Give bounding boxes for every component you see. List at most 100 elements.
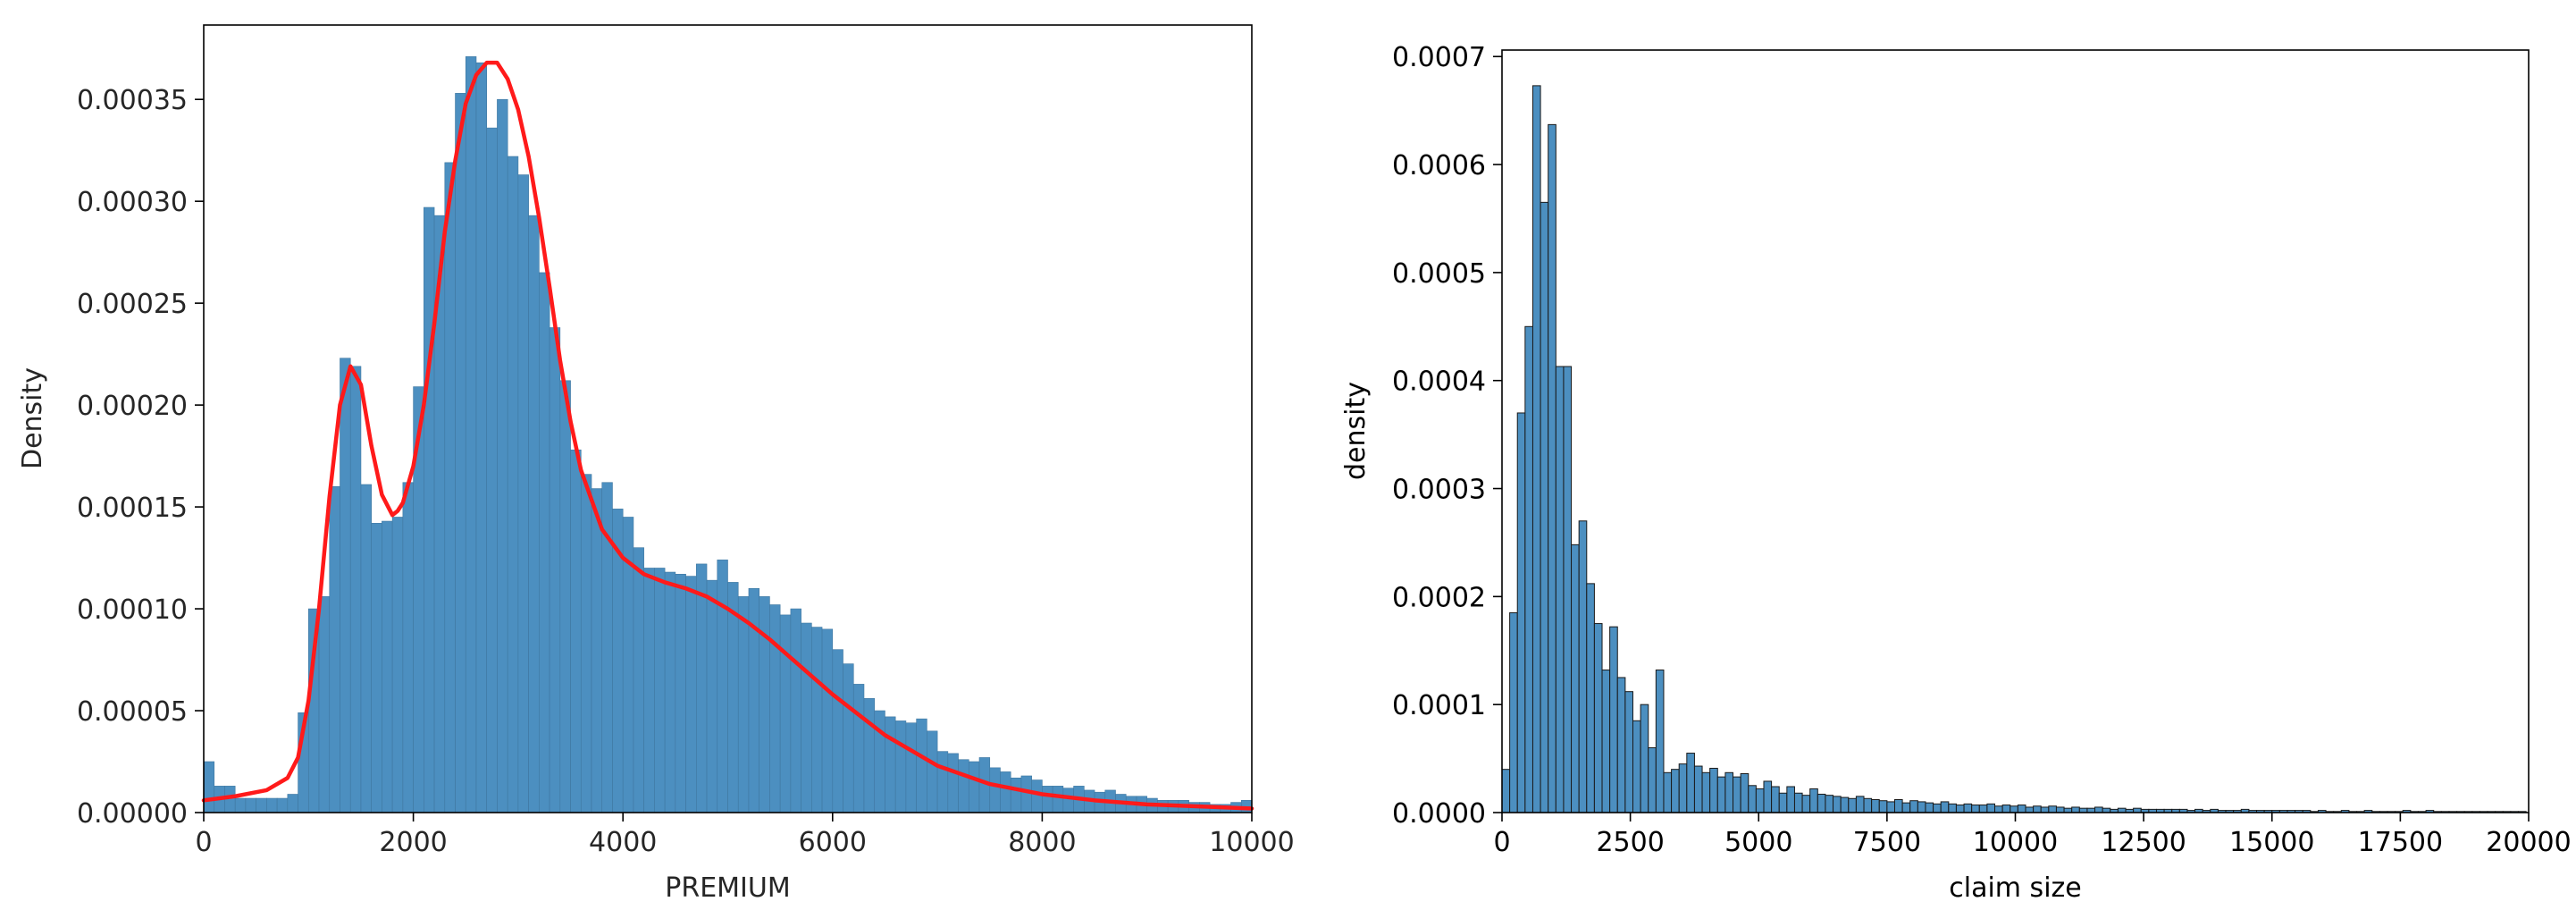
histogram-bar: [2055, 806, 2065, 813]
x-tick-label: 17500: [2358, 827, 2443, 858]
x-tick-label: 12500: [2101, 827, 2186, 858]
histogram-bar: [329, 485, 340, 813]
histogram-bar: [1062, 788, 1074, 813]
right-x-axis-ticks: 0 2500 5000 7500 10000 12500 15000 17500 20000: [1493, 813, 2572, 858]
histogram-bar: [989, 767, 1001, 813]
left-x-axis-title: PREMIUM: [665, 872, 790, 904]
histogram-bar: [276, 797, 289, 813]
histogram-bar: [885, 716, 896, 813]
histogram-bar: [1793, 792, 1803, 813]
histogram-bar: [256, 797, 267, 813]
y-tick-label: 0.0004: [1392, 367, 1486, 398]
histogram-bar: [1671, 769, 1680, 813]
y-tick-label: 0.00000: [77, 798, 188, 830]
histogram-bar: [2048, 805, 2057, 813]
histogram-bar: [1701, 771, 1711, 813]
histogram-bar: [1586, 583, 1595, 813]
histogram-bar: [852, 684, 865, 813]
histogram-bar: [1886, 801, 1895, 813]
histogram-bar: [1624, 691, 1634, 813]
x-tick-label: 10000: [1973, 827, 2058, 858]
histogram-bar: [1724, 771, 1734, 813]
histogram-bar: [2033, 805, 2042, 813]
histogram-bar: [349, 366, 362, 813]
histogram-bar: [1971, 805, 1980, 813]
histogram-bar: [1509, 611, 1518, 813]
histogram-bar: [1609, 626, 1618, 813]
y-tick-label: 0.0000: [1392, 798, 1486, 830]
histogram-bar: [1716, 776, 1726, 813]
histogram-bar: [424, 206, 435, 813]
histogram-bar: [1501, 769, 1511, 813]
histogram-bar: [2010, 805, 2018, 813]
histogram-bar: [1648, 747, 1657, 813]
y-tick-label: 0.00025: [77, 289, 188, 320]
histogram-bar: [360, 484, 372, 813]
histogram-bar: [633, 547, 644, 813]
histogram-bar: [2094, 806, 2103, 813]
x-tick-label: 4000: [589, 827, 657, 858]
histogram-bar: [1809, 788, 1818, 813]
histogram-bar: [559, 380, 571, 813]
y-tick-label: 0.0005: [1392, 258, 1486, 290]
histogram-bar: [1955, 805, 1965, 813]
histogram-bar: [801, 622, 812, 813]
histogram-bar: [591, 488, 603, 813]
histogram-bar: [2071, 806, 2080, 813]
histogram-bar: [2017, 805, 2026, 813]
histogram-bar: [1578, 520, 1588, 813]
histogram-bar: [1593, 623, 1603, 813]
x-tick-label: 2500: [1596, 827, 1664, 858]
y-tick-label: 0.0001: [1392, 690, 1486, 721]
histogram-bar: [863, 698, 876, 813]
x-tick-label: 0: [195, 827, 212, 858]
histogram-bar: [1901, 802, 1911, 813]
histogram-bar: [340, 358, 351, 813]
x-tick-label: 10000: [1209, 827, 1294, 858]
x-tick-label: 2000: [379, 827, 447, 858]
histogram-bar: [1871, 799, 1880, 813]
histogram-bar: [958, 759, 969, 813]
histogram-bar: [1632, 720, 1641, 813]
histogram-bar: [643, 568, 655, 813]
histogram-bar: [402, 482, 414, 813]
x-tick-label: 7500: [1853, 827, 1921, 858]
histogram-bar: [2025, 806, 2035, 813]
histogram-bar: [654, 568, 666, 813]
premium-density-chart: 0 2000 4000 6000 8000 10000 0.000000.000050.0…: [17, 24, 1295, 904]
histogram-bar: [737, 596, 750, 813]
histogram-bar: [1555, 366, 1565, 813]
histogram-bar: [507, 156, 519, 813]
histogram-bar: [465, 56, 477, 813]
histogram-bar: [1940, 801, 1950, 813]
histogram-bar: [475, 62, 488, 813]
histogram-bar: [245, 797, 256, 813]
x-tick-label: 15000: [2229, 827, 2314, 858]
histogram-bar: [1778, 792, 1788, 813]
histogram-bar: [916, 718, 927, 813]
histogram-bar: [1031, 779, 1043, 813]
histogram-bar: [517, 174, 529, 813]
y-tick-label: 0.0003: [1392, 475, 1486, 506]
histogram-bar: [1755, 788, 1765, 813]
histogram-bar: [2040, 806, 2050, 813]
histogram-bar: [905, 722, 917, 813]
left-x-axis-ticks: 0 2000 4000 6000 8000 10000: [195, 813, 1295, 858]
histogram-bar: [947, 753, 959, 813]
histogram-bar: [1740, 773, 1749, 813]
histogram-bar: [1786, 786, 1795, 813]
histogram-bar: [1933, 803, 1942, 813]
y-tick-label: 0.00030: [77, 187, 188, 218]
histogram-bar: [843, 663, 854, 813]
histogram-bar: [1848, 797, 1857, 813]
y-tick-label: 0.0002: [1392, 582, 1486, 613]
y-tick-label: 0.0006: [1392, 150, 1486, 181]
histogram-bar: [539, 272, 550, 813]
histogram-bar: [1655, 670, 1665, 813]
histogram-bar: [266, 797, 278, 813]
histogram-bar: [1801, 795, 1811, 813]
histogram-bar: [1878, 800, 1888, 813]
histogram-bar: [1994, 805, 2003, 813]
histogram-bar: [1540, 201, 1549, 813]
